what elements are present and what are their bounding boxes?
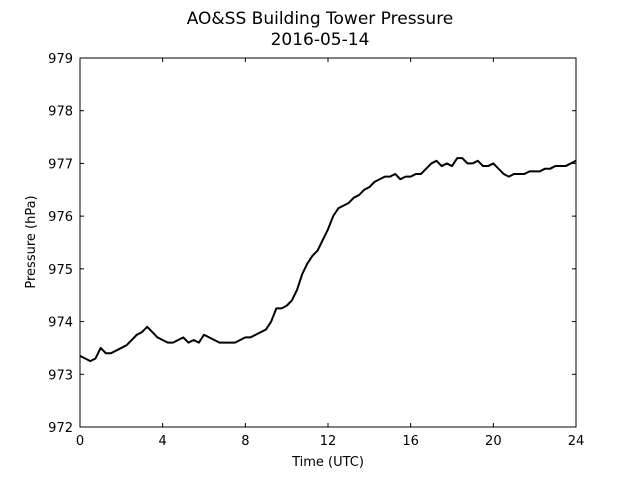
x-tick-label: 12	[320, 434, 337, 449]
y-tick-label: 977	[48, 157, 73, 172]
data-line	[79, 157, 577, 363]
x-axis-label: Time (UTC)	[291, 455, 364, 470]
x-tick-label: 16	[402, 434, 419, 449]
x-tick-label: 8	[241, 434, 249, 449]
x-tick-label: 20	[485, 434, 502, 449]
y-tick-label: 978	[48, 105, 73, 120]
y-tick-label: 979	[48, 52, 73, 67]
y-tick-label: 976	[48, 210, 73, 225]
y-tick-label: 975	[48, 263, 73, 278]
chart-title: AO&SS Building Tower Pressure	[187, 9, 454, 29]
x-tick-label: 24	[568, 434, 585, 449]
y-tick-label: 972	[48, 421, 73, 436]
plot-frame	[79, 57, 577, 428]
y-axis-label: Pressure (hPa)	[24, 195, 39, 288]
x-tick-label: 0	[76, 434, 84, 449]
y-tick-label: 974	[48, 316, 73, 331]
x-tick-label: 4	[159, 434, 167, 449]
chart-subtitle: 2016-05-14	[271, 30, 370, 50]
y-tick-label: 973	[48, 368, 73, 383]
